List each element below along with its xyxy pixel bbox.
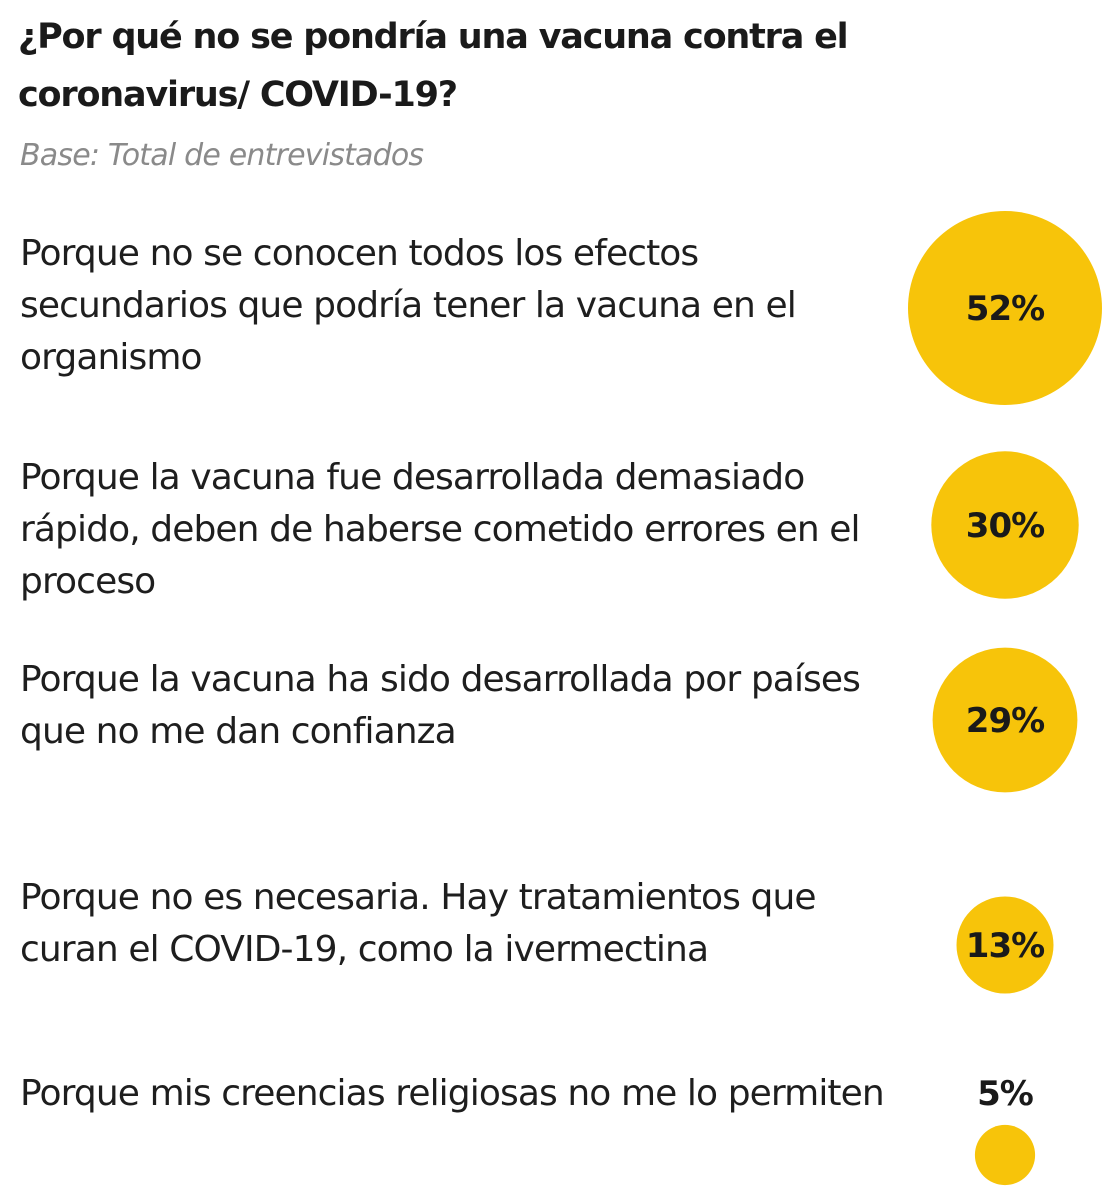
value-label-fast-development: 30% (966, 506, 1044, 546)
item-label-side-effects: Porque no se conocen todos los efectos s… (20, 233, 797, 378)
chart-title: ¿Por qué no se pondría una vacuna contra… (18, 17, 849, 115)
value-label-not-necessary: 13% (966, 926, 1044, 966)
item-label-untrusted-countries: Porque la vacuna ha sido desarrollada po… (20, 659, 861, 752)
bubble-untrusted-countries (932, 647, 1078, 793)
item-label-not-necessary: Porque no es necesaria. Hay tratamientos… (20, 877, 817, 970)
value-label-religious-beliefs: 5% (977, 1074, 1033, 1114)
item-label-religious-beliefs: Porque mis creencias religiosas no me lo… (20, 1073, 885, 1114)
bubble-fast-development (931, 451, 1079, 599)
value-label-side-effects: 52% (966, 289, 1044, 329)
bubble-religious-beliefs (974, 1124, 1036, 1186)
chart-subtitle: Base: Total de entrevistados (20, 138, 424, 173)
item-label-fast-development: Porque la vacuna fue desarrollada demasi… (20, 457, 861, 602)
bubble-side-effects (908, 211, 1102, 405)
value-label-untrusted-countries: 29% (966, 701, 1044, 741)
bubble-not-necessary (956, 896, 1054, 994)
